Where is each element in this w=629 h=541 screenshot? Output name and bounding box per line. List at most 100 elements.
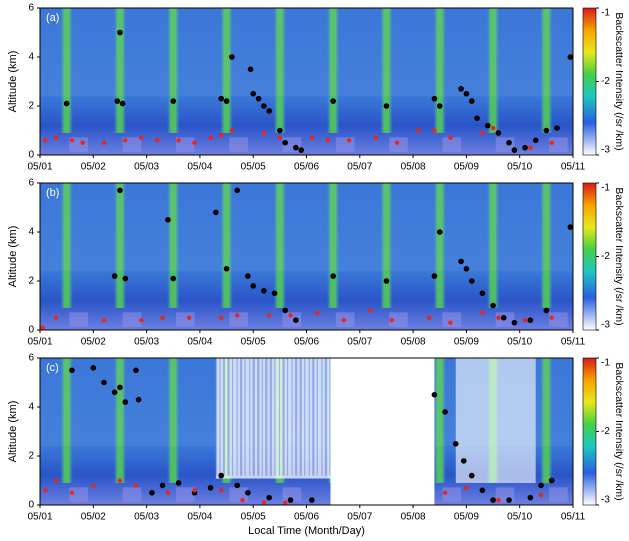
colorbar-tick-label: -3	[601, 320, 610, 331]
x-tick-label: 05/07	[347, 337, 372, 348]
data-point	[346, 138, 352, 143]
data-point	[383, 278, 390, 284]
streak	[324, 358, 326, 476]
heatmap-band	[326, 8, 340, 133]
x-tick-label: 05/02	[81, 337, 106, 348]
panel: 0 2 4 6 05/01 05/02 05/03 05/04 05/05 05/06 05/07 0…	[7, 353, 625, 537]
x-tick-label: 05/07	[347, 512, 372, 523]
y-tick-label: 4	[28, 227, 34, 238]
data-point	[261, 500, 267, 505]
data-point	[192, 140, 197, 145]
data-point	[111, 273, 118, 279]
x-tick-label: 05/07	[347, 162, 372, 173]
data-point	[452, 440, 459, 447]
heatmap-band	[60, 8, 74, 133]
data-point	[63, 100, 70, 107]
streak	[266, 358, 268, 476]
data-point	[218, 472, 225, 479]
data-point	[282, 139, 288, 146]
heatmap-upper	[40, 183, 573, 272]
data-point	[442, 490, 448, 495]
colorbar-tick-label: -2	[601, 76, 610, 87]
data-point	[490, 125, 496, 131]
data-point	[101, 140, 107, 145]
data-point	[250, 283, 256, 289]
data-point	[155, 138, 160, 143]
heatmap-band	[220, 183, 233, 308]
heatmap-low	[175, 487, 195, 503]
heatmap-band	[60, 183, 74, 308]
streak	[304, 358, 306, 476]
streak	[270, 358, 273, 476]
streak	[325, 358, 328, 476]
x-tick-label: 05/11	[561, 512, 586, 523]
data-point	[139, 135, 144, 141]
data-point	[511, 319, 518, 326]
data-point	[479, 290, 486, 297]
heatmap-band	[273, 8, 287, 133]
streak	[316, 358, 318, 476]
streak	[299, 358, 301, 476]
data-point	[117, 29, 123, 36]
data-point	[245, 489, 251, 496]
heatmap-low	[229, 312, 248, 328]
data-point	[101, 379, 107, 386]
streak	[294, 358, 297, 476]
x-tick-label: 05/05	[241, 162, 266, 173]
heatmap-low	[229, 137, 248, 153]
y-tick-label: 6	[28, 353, 34, 364]
data-point	[448, 135, 453, 141]
x-tick-label: 05/01	[27, 512, 52, 523]
x-tick-label: 05/11	[561, 162, 586, 173]
streak	[236, 358, 238, 476]
colorbar-label: Backscatter Intensity (/sr /km)	[613, 362, 625, 500]
data-point	[271, 290, 278, 297]
data-point	[389, 318, 394, 323]
data-point	[288, 313, 293, 318]
streak	[278, 358, 281, 476]
heatmap-upper	[40, 8, 573, 97]
data-point	[117, 187, 123, 194]
data-point	[123, 138, 128, 143]
panel: 0 2 4 6 05/01 05/02 05/03 05/04 05/05 05/06 05/07 0…	[7, 178, 625, 348]
heatmap-low	[282, 487, 302, 503]
data-point	[261, 103, 267, 109]
heatmap-low	[389, 312, 408, 328]
x-tick-label: 05/08	[401, 512, 426, 523]
data-point	[160, 315, 165, 320]
data-point	[69, 490, 75, 495]
y-tick-label: 2	[28, 276, 34, 287]
x-tick-label: 05/09	[454, 337, 479, 348]
colorbar-tick-label: -2	[601, 426, 610, 437]
data-point	[207, 485, 214, 491]
data-point	[261, 130, 267, 136]
streak	[313, 358, 315, 476]
streak	[300, 358, 302, 476]
data-point	[373, 135, 378, 141]
data-point	[458, 86, 464, 92]
data-point	[431, 273, 438, 279]
streak	[252, 358, 254, 476]
data-point	[114, 98, 121, 104]
data-point	[255, 95, 262, 102]
y-axis-label: Altitude (km)	[7, 51, 19, 113]
data-point	[43, 138, 48, 143]
colorbar-tick-label: -2	[601, 251, 610, 262]
streak	[321, 358, 323, 476]
streak	[227, 358, 229, 476]
x-tick-label: 05/02	[81, 162, 106, 173]
data-point	[235, 313, 240, 318]
x-tick-label: 05/03	[134, 512, 159, 523]
streak	[249, 358, 251, 476]
panel-label: (b)	[46, 187, 59, 199]
streak	[329, 358, 331, 476]
data-point	[165, 216, 171, 223]
data-point	[117, 384, 123, 391]
x-tick-label: 05/02	[81, 512, 106, 523]
data-point	[330, 273, 336, 279]
x-tick-label: 05/04	[187, 337, 212, 348]
panel-label: (c)	[46, 362, 59, 374]
data-point	[119, 100, 126, 107]
colorbar	[582, 7, 597, 156]
